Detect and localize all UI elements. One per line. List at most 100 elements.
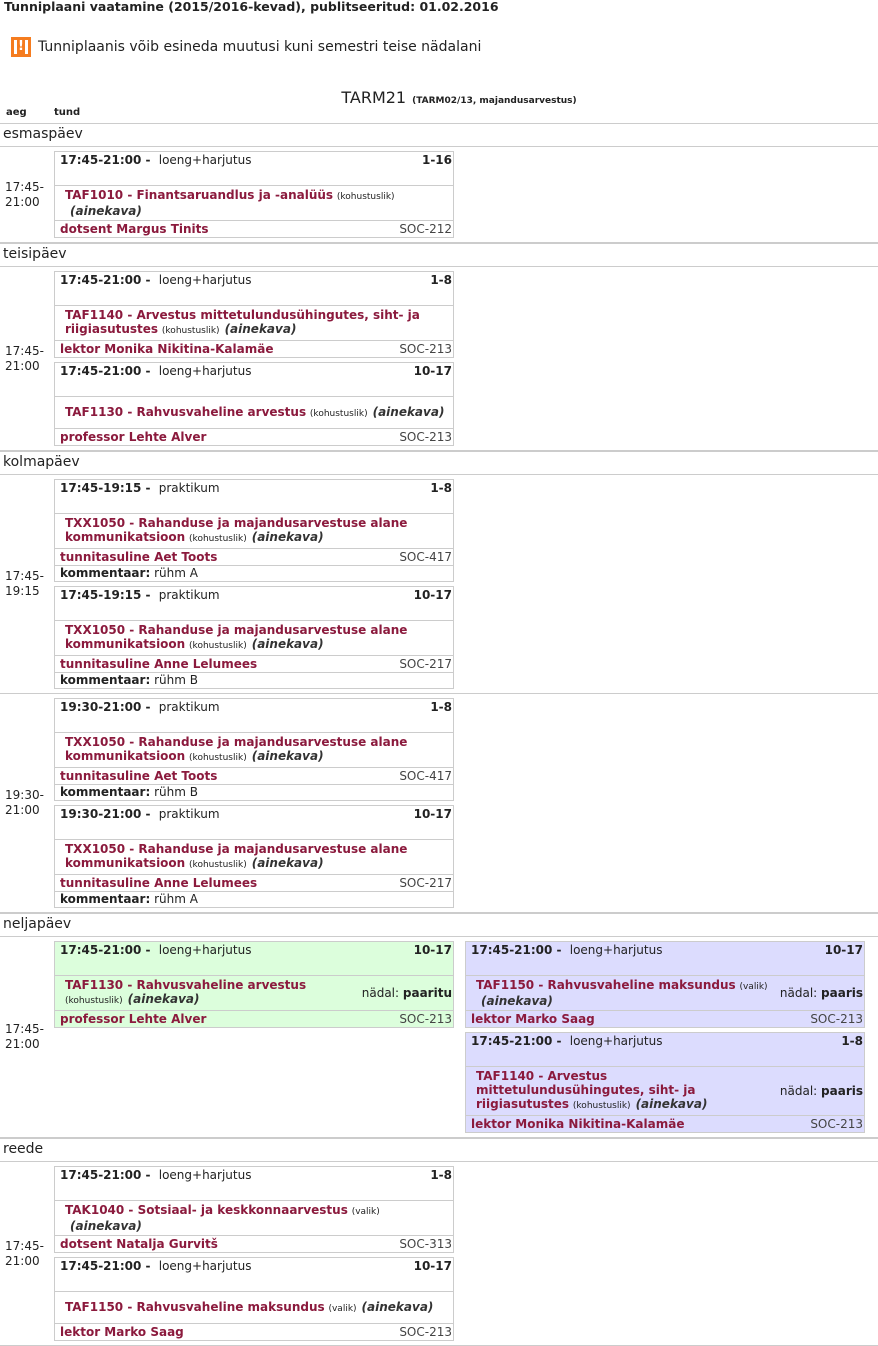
syllabus-link[interactable]: (ainekava) [70, 204, 142, 218]
room: SOC-213 [399, 342, 452, 356]
day-header: reede [0, 1138, 878, 1162]
lesson-column: 17:45-21:00 - loeng+harjutus 10-17 TAF1150… [465, 941, 865, 1133]
syllabus-link[interactable]: (ainekava) [251, 530, 324, 544]
syllabus-link[interactable]: (ainekava) [251, 749, 324, 763]
slot-time: 17:45- 21:00 [0, 1166, 54, 1341]
teacher-link[interactable]: lektor Marko Saag [471, 1012, 595, 1026]
lesson-course: TAF1150 - Rahvusvaheline maksundus (vali… [55, 1292, 453, 1324]
course-status: (kohustuslik) [336, 192, 395, 202]
teacher-link[interactable]: tunnitasuline Anne Lelumees [60, 657, 258, 671]
schedule: esmaspäev 17:45- 21:00 17:45-21:00 - loeng… [0, 123, 878, 1346]
teacher-link[interactable]: lektor Monika Nikitina-Kalamäe [60, 342, 274, 356]
course-status: (kohustuslik) [189, 860, 247, 870]
course-info: TAF1010 - Finantsaruandlus ja -analüüs (… [65, 188, 452, 218]
course-info: TXX1050 - Rahanduse ja majandusarvestuse… [65, 735, 452, 765]
day-header: esmaspäev [0, 123, 878, 147]
course-status: (valik) [328, 1303, 357, 1314]
lesson-time-type: 19:30-21:00 - praktikum [60, 807, 220, 839]
course-link[interactable]: TXX1050 - Rahanduse ja majandusarvestuse… [65, 623, 408, 651]
lesson-type: loeng+harjutus [158, 273, 252, 287]
week-label: nädal: [361, 986, 400, 1000]
column-headers: aeg tund [0, 106, 878, 123]
room: SOC-213 [810, 1117, 863, 1131]
time-slot: 17:45- 21:00 17:45-21:00 - loeng+harjutus… [0, 267, 878, 451]
room: SOC-417 [399, 550, 452, 564]
syllabus-link[interactable]: (ainekava) [70, 1219, 142, 1233]
syllabus-link[interactable]: (ainekava) [361, 1299, 434, 1314]
teacher-link[interactable]: lektor Monika Nikitina-Kalamäe [471, 1117, 685, 1131]
teacher-room: tunnitasuline Anne Lelumees SOC-217 [55, 875, 453, 891]
course-info: TAK1040 - Sotsiaal- ja keskkonnaarvestus… [65, 1203, 452, 1233]
column-lesson: tund [54, 107, 81, 118]
teacher-link[interactable]: professor Lehte Alver [60, 1012, 207, 1026]
course-link[interactable]: TXX1050 - Rahanduse ja majandusarvestuse… [65, 735, 408, 763]
course-link[interactable]: TAF1140 - Arvestus mittetulundusühingute… [476, 1069, 696, 1111]
day-header: kolmapäev [0, 451, 878, 475]
teacher-link[interactable]: lektor Marko Saag [60, 1325, 184, 1339]
teacher-room: professor Lehte Alver SOC-213 [55, 1011, 453, 1027]
syllabus-link[interactable]: (ainekava) [224, 322, 297, 336]
course-info: TAF1130 - Rahvusvaheline arvestus (kohus… [65, 405, 444, 421]
lesson-comment: kommentaar: rühm B [55, 672, 453, 688]
lesson-type: loeng+harjutus [569, 943, 663, 957]
lesson-comment: kommentaar: rühm A [55, 565, 453, 581]
syllabus-link[interactable]: (ainekava) [372, 404, 445, 419]
slot-time-text: 17:45- 19:15 [5, 569, 44, 598]
lesson-course: TXX1050 - Rahanduse ja majandusarvestuse… [55, 621, 453, 656]
syllabus-link[interactable]: (ainekava) [251, 856, 324, 870]
notice: ! Tunniplaanis võib esineda muutusi kuni… [11, 34, 878, 60]
room: SOC-213 [399, 430, 452, 444]
course-status: (kohustuslik) [189, 641, 247, 651]
lesson-time: 17:45-21:00 - [60, 364, 151, 378]
room: SOC-213 [399, 1012, 452, 1026]
course-link[interactable]: TXX1050 - Rahanduse ja majandusarvestuse… [65, 516, 408, 544]
teacher-link[interactable]: tunnitasuline Anne Lelumees [60, 876, 258, 890]
syllabus-link[interactable]: (ainekava) [635, 1097, 708, 1111]
lesson-weeks: 10-17 [413, 807, 452, 821]
lesson-time-type: 17:45-21:00 - loeng+harjutus [471, 1034, 662, 1066]
lesson-card: 17:45-21:00 - loeng+harjutus 10-17 TAF1150… [465, 941, 865, 1028]
lesson-column: 17:45-21:00 - loeng+harjutus 1-16 TAF1010 … [54, 151, 454, 238]
course-link[interactable]: TAF1150 - Rahvusvaheline maksundus [65, 1299, 325, 1314]
teacher-link[interactable]: dotsent Natalja Gurvitš [60, 1237, 218, 1251]
room: SOC-212 [399, 222, 452, 236]
teacher-room: professor Lehte Alver SOC-213 [55, 429, 453, 445]
lesson-comment: kommentaar: rühm B [55, 784, 453, 800]
course-link[interactable]: TAF1140 - Arvestus mittetulundusühingute… [65, 308, 420, 336]
course-link[interactable]: TAF1150 - Rahvusvaheline maksundus [476, 978, 736, 992]
lesson-header: 17:45-19:15 - praktikum 10-17 [55, 587, 453, 621]
course-link[interactable]: TAF1130 - Rahvusvaheline arvestus [65, 978, 307, 992]
lesson-comment: kommentaar: rühm A [55, 891, 453, 907]
comment-label: kommentaar: [60, 673, 151, 687]
lesson-type: loeng+harjutus [158, 153, 252, 167]
lesson-course: TAK1040 - Sotsiaal- ja keskkonnaarvestus… [55, 1201, 453, 1236]
lesson-column: 17:45-21:00 - loeng+harjutus 1-8 TAF1140 -… [54, 271, 454, 446]
teacher-link[interactable]: tunnitasuline Aet Toots [60, 769, 218, 783]
comment-text: rühm B [154, 785, 198, 799]
lesson-time-type: 19:30-21:00 - praktikum [60, 700, 220, 732]
lesson-weeks: 10-17 [413, 364, 452, 378]
lesson-time: 17:45-21:00 - [60, 1259, 151, 1273]
lesson-header: 17:45-21:00 - loeng+harjutus 10-17 [55, 363, 453, 397]
syllabus-link[interactable]: (ainekava) [127, 992, 200, 1006]
course-status: (valik) [739, 982, 768, 992]
lesson-header: 17:45-21:00 - loeng+harjutus 1-16 [55, 152, 453, 186]
teacher-link[interactable]: professor Lehte Alver [60, 430, 207, 444]
syllabus-link[interactable]: (ainekava) [481, 994, 553, 1008]
course-link[interactable]: TAF1130 - Rahvusvaheline arvestus [65, 404, 307, 419]
time-slot: 19:30- 21:00 19:30-21:00 - praktikum 1-8 TX… [0, 694, 878, 913]
lesson-course: TAF1130 - Rahvusvaheline arvestus (kohus… [55, 976, 453, 1011]
syllabus-link[interactable]: (ainekava) [251, 637, 324, 651]
slot-time: 19:30- 21:00 [0, 698, 54, 908]
course-link[interactable]: TAF1010 - Finantsaruandlus ja -analüüs [65, 188, 334, 202]
course-link[interactable]: TXX1050 - Rahanduse ja majandusarvestuse… [65, 842, 408, 870]
teacher-link[interactable]: tunnitasuline Aet Toots [60, 550, 218, 564]
lesson-card: 17:45-19:15 - praktikum 10-17 TXX1050 - Ra… [54, 586, 454, 689]
lesson-course: TXX1050 - Rahanduse ja majandusarvestuse… [55, 840, 453, 875]
lesson-column: 17:45-19:15 - praktikum 1-8 TXX1050 - Raha… [54, 479, 454, 689]
course-link[interactable]: TAK1040 - Sotsiaal- ja keskkonnaarvestus [65, 1203, 348, 1217]
lesson-card: 17:45-21:00 - loeng+harjutus 1-16 TAF1010 … [54, 151, 454, 238]
time-slot: 17:45- 21:00 17:45-21:00 - loeng+harjutus… [0, 937, 878, 1138]
notice-text: Tunniplaanis võib esineda muutusi kuni s… [38, 39, 482, 55]
teacher-link[interactable]: dotsent Margus Tinits [60, 222, 209, 236]
